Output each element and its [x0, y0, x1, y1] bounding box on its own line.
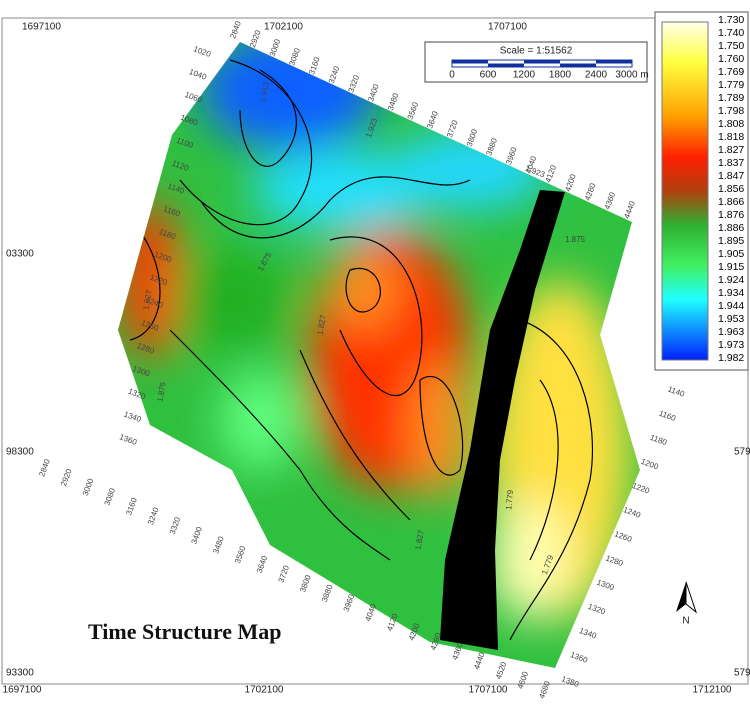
colorbar-label: 1.798 — [718, 105, 744, 117]
colorbar-label: 1.915 — [718, 261, 744, 273]
scale-tick-label: 1200 — [513, 70, 536, 81]
colorbar-label: 1.953 — [718, 313, 744, 325]
colorbar-label: 1.856 — [718, 183, 744, 195]
x-coord: 1697100 — [3, 685, 42, 696]
colorbar-label: 1.779 — [718, 79, 744, 91]
colorbar-label: 1.934 — [718, 287, 744, 299]
x-coord: 1712100 — [693, 685, 732, 696]
colorbar-label: 1.818 — [718, 131, 744, 143]
scale-tick-label: 1800 — [549, 70, 572, 81]
colorbar-label: 1.837 — [718, 157, 744, 169]
colorbar-label: 1.876 — [718, 209, 744, 221]
north-label: N — [682, 616, 689, 627]
y-coord: 03300 — [6, 249, 34, 260]
scale-tick-label: 600 — [480, 70, 497, 81]
x-coord: 1707100 — [488, 22, 527, 33]
colorbar-label: 1.750 — [718, 40, 744, 52]
y-coord: 579 — [734, 668, 750, 679]
colorbar-label: 1.730 — [718, 14, 744, 26]
colorbar-label: 1.963 — [718, 326, 744, 338]
y-coord: 98300 — [6, 447, 34, 458]
x-coord: 1697100 — [22, 22, 61, 33]
map-view: Scale = 1:51562 0 600 1200 1800 2400 3000 m N… — [0, 0, 750, 704]
x-coord: 1702100 — [264, 22, 303, 33]
scale-tick-label: 0 — [449, 70, 455, 81]
colorbar-label: 1.886 — [718, 222, 744, 234]
contour-label: 1.875 — [565, 235, 586, 244]
colorbar-label: 1.808 — [718, 118, 744, 130]
colorbar-label: 1.944 — [718, 300, 744, 312]
colorbar-label: 1.924 — [718, 274, 744, 286]
scale-label: Scale = 1:51562 — [500, 46, 573, 57]
map-title: Time Structure Map — [88, 619, 282, 644]
y-coord: 579 — [734, 447, 750, 458]
scale-bar: Scale = 1:51562 0 600 1200 1800 2400 3000 m — [425, 42, 649, 82]
colorbar-label: 1.982 — [718, 352, 744, 364]
colorbar-label: 1.905 — [718, 248, 744, 260]
colorbar-label: 1.760 — [718, 53, 744, 65]
x-coord: 1707100 — [469, 685, 508, 696]
colorbar-label: 1.789 — [718, 92, 744, 104]
colorbar-label: 1.740 — [718, 27, 744, 39]
scale-tick-label: 2400 — [585, 70, 608, 81]
colorbar-label: 1.827 — [718, 144, 744, 156]
colorbar-label: 1.769 — [718, 66, 744, 78]
colorbar-label: 1.866 — [718, 196, 744, 208]
colorbar-label: 1.847 — [718, 170, 744, 182]
colorbar-label: 1.973 — [718, 339, 744, 351]
contour-label: 1.779 — [504, 489, 515, 510]
y-coord: 93300 — [6, 668, 34, 679]
colorbar-label: 1.895 — [718, 235, 744, 247]
x-coord: 1702100 — [245, 685, 284, 696]
scale-tick-label: 3000 m — [615, 70, 648, 81]
